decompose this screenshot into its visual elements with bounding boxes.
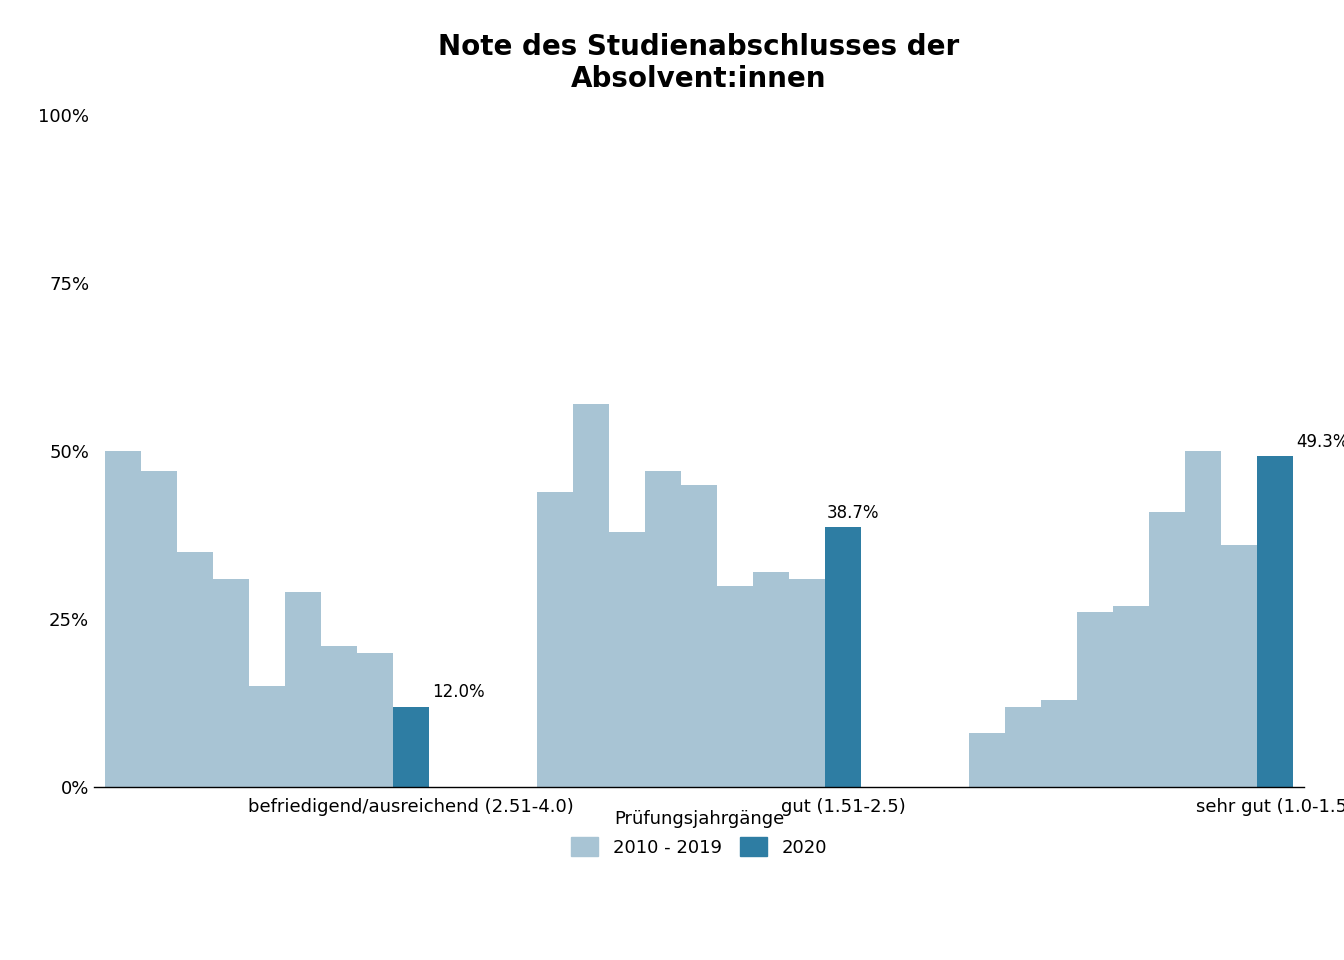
Bar [285, 592, 321, 787]
Text: 12.0%: 12.0% [433, 684, 485, 701]
Bar [212, 579, 249, 787]
Bar [716, 586, 753, 787]
Bar [1113, 606, 1149, 787]
Bar [1257, 456, 1293, 787]
Bar [177, 552, 212, 787]
Text: 49.3%: 49.3% [1297, 433, 1344, 450]
Bar [609, 532, 645, 787]
Bar [1220, 545, 1257, 787]
Bar [681, 485, 716, 787]
Bar [141, 471, 177, 787]
Bar [969, 733, 1005, 787]
Bar [1040, 700, 1077, 787]
Bar [1077, 612, 1113, 787]
Bar [249, 686, 285, 787]
Bar [358, 653, 392, 787]
Bar [825, 527, 862, 787]
Bar [105, 451, 141, 787]
Legend: 2010 - 2019, 2020: 2010 - 2019, 2020 [562, 801, 836, 866]
Bar [789, 579, 825, 787]
Text: 38.7%: 38.7% [827, 504, 879, 522]
Bar [536, 492, 573, 787]
Bar [321, 646, 358, 787]
Bar [645, 471, 681, 787]
Bar [1149, 512, 1185, 787]
Bar [753, 572, 789, 787]
Bar [392, 707, 429, 787]
Title: Note des Studienabschlusses der
Absolvent:innen: Note des Studienabschlusses der Absolven… [438, 33, 960, 93]
Bar [573, 404, 609, 787]
Bar [1005, 707, 1040, 787]
Bar [1185, 451, 1220, 787]
